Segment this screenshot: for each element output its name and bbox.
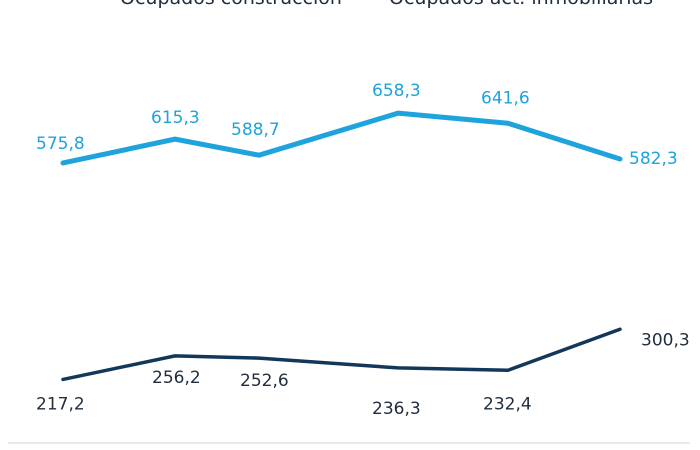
series-line-inmobiliarias: [60, 110, 623, 166]
data-label-construccion: 256,2: [152, 368, 201, 388]
data-label-construccion: 300,3: [641, 330, 690, 350]
legend-label-inmobiliarias: Ocupados act. inmobiliarias: [389, 0, 653, 9]
data-label-inmobiliarias: 582,3: [629, 149, 678, 169]
data-label-inmobiliarias: 615,3: [151, 108, 200, 128]
data-label-inmobiliarias: 588,7: [231, 120, 280, 140]
series-line-construccion: [61, 327, 622, 382]
legend-item-inmobiliarias: Ocupados act. inmobiliarias: [389, 0, 653, 9]
legend: Ocupados construcción Ocupados act. inmo…: [120, 0, 653, 9]
data-label-inmobiliarias: 658,3: [372, 81, 421, 101]
data-label-inmobiliarias: 575,8: [36, 134, 85, 154]
data-label-construccion: 232,4: [483, 394, 532, 414]
data-label-construccion: 252,6: [240, 371, 289, 391]
data-label-construccion: 236,3: [372, 399, 421, 419]
data-label-inmobiliarias: 641,6: [481, 88, 530, 108]
data-label-construccion: 217,2: [36, 394, 85, 414]
legend-label-construccion: Ocupados construcción: [120, 0, 342, 9]
plot-area: 217,2 256,2 252,6 236,3 232,4 300,3 575,8 615,3…: [36, 81, 690, 419]
legend-item-construccion: Ocupados construcción: [120, 0, 342, 9]
